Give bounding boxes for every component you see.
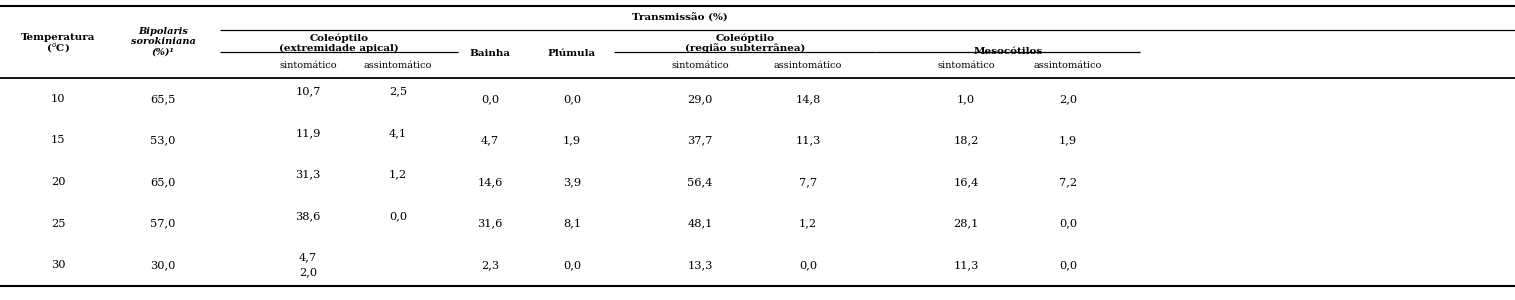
- Text: 20: 20: [50, 177, 65, 187]
- Text: 0,0: 0,0: [1059, 219, 1077, 229]
- Text: 7,7: 7,7: [798, 177, 817, 187]
- Text: 0,0: 0,0: [564, 94, 582, 104]
- Text: 0,0: 0,0: [389, 211, 408, 221]
- Text: Plúmula: Plúmula: [548, 50, 595, 58]
- Text: 13,3: 13,3: [688, 260, 712, 270]
- Text: Bainha: Bainha: [470, 50, 511, 58]
- Text: Mesocótilos: Mesocótilos: [973, 46, 1042, 56]
- Text: 0,0: 0,0: [564, 260, 582, 270]
- Text: 1,9: 1,9: [564, 135, 582, 146]
- Text: 29,0: 29,0: [688, 94, 712, 104]
- Text: 30: 30: [50, 260, 65, 270]
- Text: Bipolaris: Bipolaris: [138, 28, 188, 37]
- Text: 2,5: 2,5: [389, 86, 408, 96]
- Text: 10,7: 10,7: [295, 86, 321, 96]
- Text: assintomático: assintomático: [774, 61, 842, 70]
- Text: 3,9: 3,9: [564, 177, 582, 187]
- Text: 25: 25: [50, 219, 65, 229]
- Text: 30,0: 30,0: [150, 260, 176, 270]
- Text: 48,1: 48,1: [688, 219, 712, 229]
- Text: 37,7: 37,7: [688, 135, 712, 146]
- Text: 65,0: 65,0: [150, 177, 176, 187]
- Text: 16,4: 16,4: [953, 177, 979, 187]
- Text: 31,6: 31,6: [477, 219, 503, 229]
- Text: 11,3: 11,3: [795, 135, 821, 146]
- Text: 15: 15: [50, 135, 65, 146]
- Text: 31,3: 31,3: [295, 169, 321, 179]
- Text: 38,6: 38,6: [295, 211, 321, 221]
- Text: 2,3: 2,3: [480, 260, 498, 270]
- Text: 14,8: 14,8: [795, 94, 821, 104]
- Text: 4,1: 4,1: [389, 128, 408, 138]
- Text: ($^o$C): ($^o$C): [45, 41, 70, 55]
- Text: 65,5: 65,5: [150, 94, 176, 104]
- Text: 4,7: 4,7: [480, 135, 498, 146]
- Text: sintomático: sintomático: [279, 61, 336, 70]
- Text: 53,0: 53,0: [150, 135, 176, 146]
- Text: sintomático: sintomático: [671, 61, 729, 70]
- Text: 28,1: 28,1: [953, 219, 979, 229]
- Text: assintomático: assintomático: [364, 61, 432, 70]
- Text: 0,0: 0,0: [480, 94, 498, 104]
- Text: Temperatura: Temperatura: [21, 34, 95, 43]
- Text: assintomático: assintomático: [1033, 61, 1103, 70]
- Text: 57,0: 57,0: [150, 219, 176, 229]
- Text: 1,0: 1,0: [957, 94, 976, 104]
- Text: 1,2: 1,2: [798, 219, 817, 229]
- Text: 0,0: 0,0: [1059, 260, 1077, 270]
- Text: 8,1: 8,1: [564, 219, 582, 229]
- Text: (região subterrânea): (região subterrânea): [685, 43, 804, 53]
- Text: 11,9: 11,9: [295, 128, 321, 138]
- Text: (%)¹: (%)¹: [152, 47, 174, 56]
- Text: sintomático: sintomático: [938, 61, 995, 70]
- Text: 56,4: 56,4: [688, 177, 712, 187]
- Text: (extremidade apical): (extremidade apical): [279, 44, 398, 52]
- Text: 0,0: 0,0: [798, 260, 817, 270]
- Text: 2,0: 2,0: [1059, 94, 1077, 104]
- Text: 4,7: 4,7: [298, 253, 317, 263]
- Text: 14,6: 14,6: [477, 177, 503, 187]
- Text: Transmissão (%): Transmissão (%): [632, 13, 727, 23]
- Text: Coleóptilo: Coleóptilo: [715, 33, 774, 43]
- Text: 1,9: 1,9: [1059, 135, 1077, 146]
- Text: 18,2: 18,2: [953, 135, 979, 146]
- Text: 11,3: 11,3: [953, 260, 979, 270]
- Text: 7,2: 7,2: [1059, 177, 1077, 187]
- Text: Coleóptilo: Coleóptilo: [309, 33, 368, 43]
- Text: 10: 10: [50, 94, 65, 104]
- Text: sorokiniana: sorokiniana: [130, 38, 195, 46]
- Text: 2,0: 2,0: [298, 268, 317, 278]
- Text: 1,2: 1,2: [389, 169, 408, 179]
